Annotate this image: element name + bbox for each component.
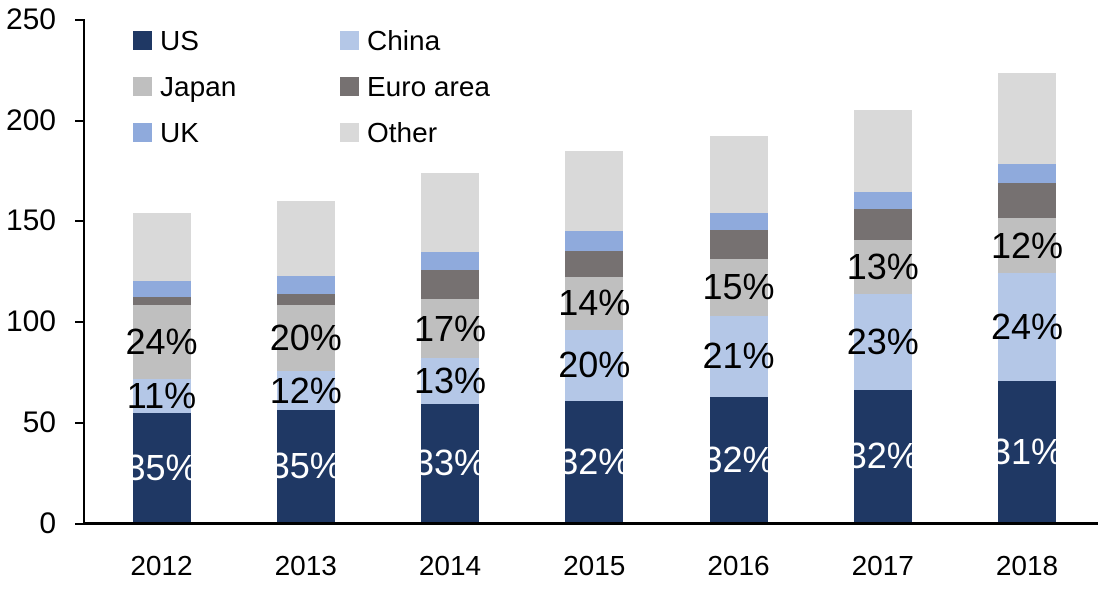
- bar-segment-label: 13%: [846, 246, 919, 288]
- legend-label: Japan: [160, 71, 237, 102]
- bar-segment-japan: [998, 217, 1056, 274]
- bar-segment-china: [276, 370, 335, 411]
- bar-segment-other: [276, 200, 335, 277]
- bar-segment-euro-area: [998, 182, 1056, 218]
- bar-segment-label: 20%: [269, 317, 342, 359]
- legend-swatch: [133, 31, 152, 50]
- bar-segment-us: [998, 381, 1056, 522]
- bar-segment-japan: [709, 259, 768, 316]
- bar-segment-label: 35%: [269, 445, 342, 487]
- bar-segment-uk: [998, 163, 1056, 183]
- bar-segment-label: 32%: [702, 438, 775, 480]
- bar-segment-label: 21%: [702, 335, 775, 377]
- legend-label: Euro area: [367, 71, 490, 102]
- bar-segment-japan: [276, 305, 335, 371]
- bar-segment-uk: [421, 252, 479, 271]
- x-axis-label: 2014: [418, 550, 482, 581]
- y-tick-label: 250: [5, 3, 56, 36]
- bar-segment-us: [565, 401, 624, 522]
- bar-segment-uk: [853, 191, 912, 209]
- bar-segment-other: [709, 136, 768, 213]
- bar-segment-label: 14%: [558, 282, 631, 324]
- bar-segment-us: [276, 410, 335, 522]
- bar-segment-label: 12%: [990, 224, 1064, 266]
- bar-segment-label: 24%: [125, 321, 198, 363]
- bar-segment-label: 24%: [990, 306, 1064, 348]
- bar-segment-japan: [421, 299, 479, 358]
- bar-segment-label: 12%: [269, 369, 342, 411]
- bar-segment-japan: [853, 240, 912, 295]
- bar-segment-label: 23%: [846, 321, 919, 363]
- bar-segment-label: 20%: [558, 344, 631, 386]
- bar-segment-label: 17%: [413, 307, 487, 349]
- y-tick-label: 100: [5, 305, 56, 339]
- bar-segment-japan: [132, 305, 191, 379]
- legend-swatch: [340, 123, 359, 142]
- bar-segment-china: [853, 294, 912, 391]
- legend-swatch: [133, 123, 152, 142]
- x-axis-line: [83, 522, 1098, 525]
- bar-segment-label: 31%: [990, 430, 1064, 472]
- bar-segment-label: 32%: [846, 435, 919, 477]
- y-tick-label: 50: [22, 405, 56, 439]
- bar-segment-china: [132, 379, 191, 414]
- legend-label: Other: [367, 117, 438, 148]
- bar-segment-label: 33%: [413, 442, 487, 484]
- x-axis-label: 2015: [563, 550, 626, 581]
- bar-segment-us: [421, 404, 479, 522]
- bar-segment-other: [565, 151, 624, 231]
- legend-label: US: [160, 25, 199, 56]
- y-tick-mark: [75, 522, 84, 525]
- y-axis-line: [83, 19, 85, 525]
- y-tick-label: 150: [5, 204, 56, 238]
- y-tick-label: 200: [5, 103, 56, 137]
- y-tick-label: 0: [39, 506, 56, 540]
- bar-segment-other: [998, 72, 1056, 164]
- bar-segment-japan: [565, 277, 624, 330]
- x-axis-label: 2018: [995, 550, 1059, 581]
- y-tick-mark: [75, 421, 84, 424]
- bar-segment-other: [132, 212, 191, 282]
- bar-segment-uk: [565, 230, 624, 252]
- x-axis-label: 2016: [707, 550, 770, 581]
- bar-segment-us: [132, 413, 191, 522]
- legend-label: UK: [160, 117, 199, 148]
- bar-segment-euro-area: [421, 270, 479, 300]
- bar-segment-euro-area: [853, 208, 912, 241]
- bar-segment-label: 11%: [126, 375, 197, 417]
- x-axis-label: 2013: [274, 550, 337, 581]
- bar-segment-label: 15%: [702, 266, 775, 308]
- bar-segment-euro-area: [132, 297, 191, 306]
- bar-segment-china: [998, 273, 1056, 381]
- bar-segment-uk: [276, 276, 335, 295]
- legend-swatch: [340, 31, 359, 50]
- bar-segment-euro-area: [709, 229, 768, 260]
- bar-segment-china: [421, 357, 479, 405]
- bar-segment-euro-area: [276, 294, 335, 306]
- bar-segment-china: [565, 329, 624, 402]
- bar-segment-other: [853, 110, 912, 192]
- y-tick-mark: [75, 19, 84, 21]
- bar-segment-label: 35%: [125, 446, 198, 488]
- bar-segment-label: 13%: [413, 360, 487, 402]
- x-axis-label: 2017: [851, 550, 914, 581]
- x-axis-label: 2012: [130, 550, 193, 581]
- legend-swatch: [340, 77, 359, 96]
- y-tick-mark: [75, 220, 84, 223]
- bar-segment-label: 32%: [558, 440, 631, 482]
- y-tick-mark: [75, 119, 84, 122]
- bar-segment-china: [709, 315, 768, 398]
- bar-segment-us: [853, 390, 912, 522]
- bar-segment-uk: [132, 281, 191, 298]
- bar-segment-us: [709, 397, 768, 522]
- bar-segment-uk: [709, 212, 768, 230]
- bar-segment-other: [421, 172, 479, 253]
- legend-label: China: [367, 25, 441, 56]
- bar-segment-euro-area: [565, 251, 624, 278]
- y-tick-mark: [75, 321, 84, 324]
- legend-swatch: [133, 77, 152, 96]
